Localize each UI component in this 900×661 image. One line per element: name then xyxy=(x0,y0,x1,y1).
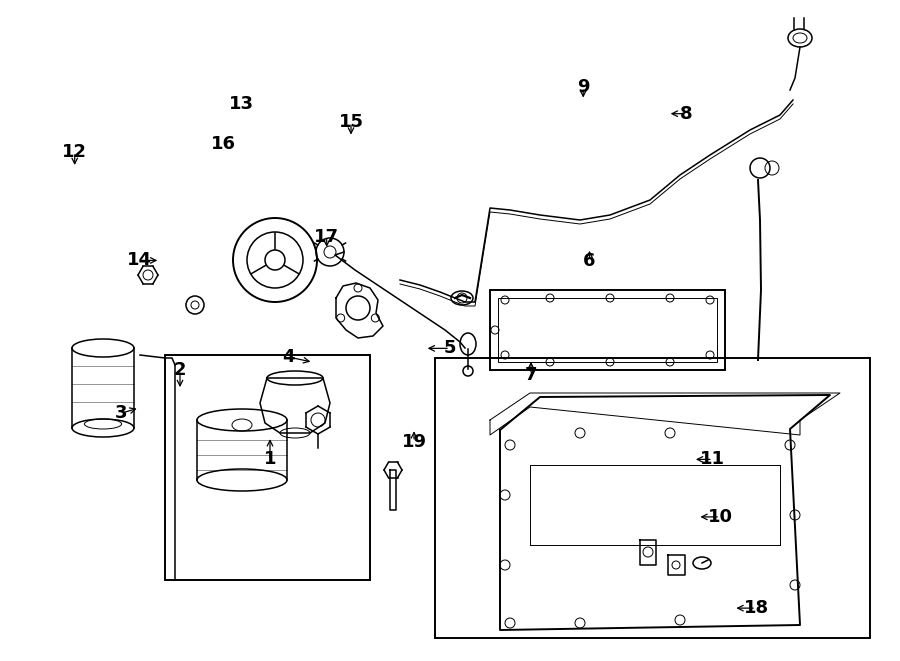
Bar xyxy=(498,298,717,362)
Text: 3: 3 xyxy=(115,404,128,422)
Text: 5: 5 xyxy=(444,339,456,358)
Text: 4: 4 xyxy=(282,348,294,366)
Bar xyxy=(435,358,870,638)
Text: 11: 11 xyxy=(700,450,725,469)
Text: 15: 15 xyxy=(338,113,364,132)
Text: 6: 6 xyxy=(583,252,596,270)
Text: 16: 16 xyxy=(211,135,236,153)
Bar xyxy=(490,290,725,370)
Text: 2: 2 xyxy=(174,361,186,379)
Text: 12: 12 xyxy=(62,143,87,161)
Text: 19: 19 xyxy=(401,432,427,451)
Text: 10: 10 xyxy=(707,508,733,526)
Text: 7: 7 xyxy=(525,366,537,384)
Text: 13: 13 xyxy=(229,95,254,114)
Bar xyxy=(165,355,370,580)
Text: 14: 14 xyxy=(127,251,152,270)
Text: 9: 9 xyxy=(577,78,590,97)
Text: 8: 8 xyxy=(680,104,692,123)
Text: 1: 1 xyxy=(264,450,276,469)
Text: 18: 18 xyxy=(743,599,769,617)
Text: 17: 17 xyxy=(314,227,339,246)
